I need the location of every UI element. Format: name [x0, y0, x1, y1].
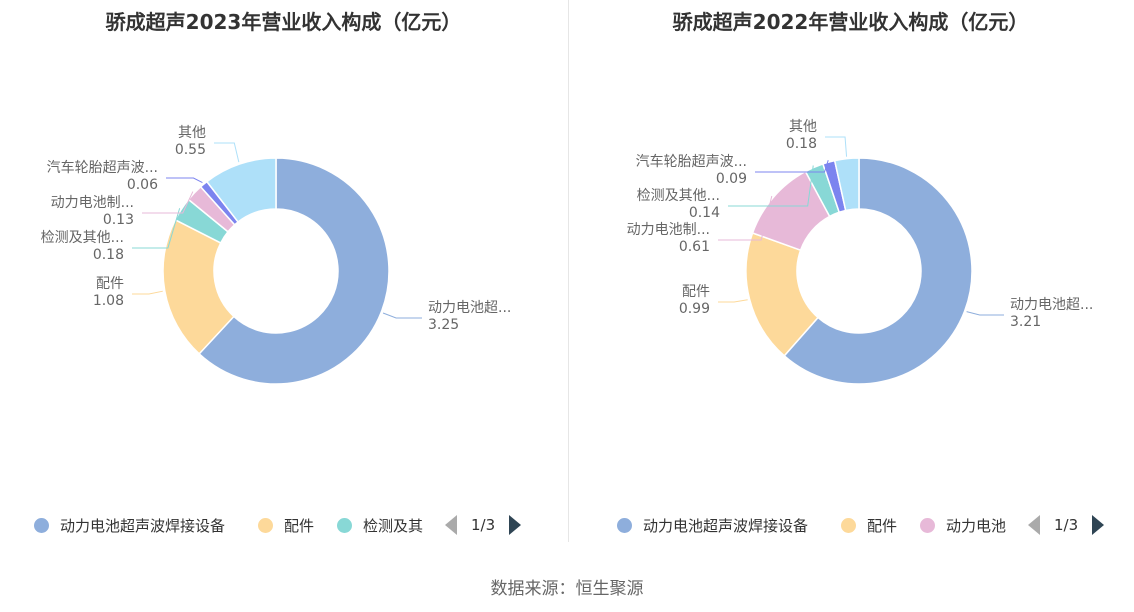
slice-value-label: 0.13	[103, 212, 134, 228]
slice-value-label: 0.09	[716, 171, 747, 187]
next-page-icon[interactable]	[509, 515, 522, 535]
legend-swatch	[337, 517, 352, 533]
slice-name-label: 动力电池制...	[627, 222, 710, 238]
pie-slice[interactable]	[783, 157, 973, 385]
label-leader-line	[132, 290, 163, 295]
legend-pager: 1/3	[1028, 512, 1105, 538]
donut-chart: 动力电池超...3.25配件1.08检测及其他...0.18动力电池制...0.…	[41, 125, 511, 385]
next-page-icon[interactable]	[1092, 515, 1105, 535]
slice-name-label: 动力电池制...	[51, 195, 134, 211]
pie-slice[interactable]	[833, 157, 860, 212]
label-leader-line	[214, 142, 240, 163]
label-leader-line	[728, 165, 814, 207]
legend-pager: 1/3	[445, 512, 522, 538]
slice-value-label: 3.21	[1010, 314, 1041, 330]
prev-page-icon[interactable]	[445, 515, 457, 535]
slice-name-label: 检测及其他...	[637, 188, 720, 204]
legend-swatch	[258, 517, 273, 533]
label-leader-line	[142, 191, 194, 214]
slice-value-label: 0.55	[175, 142, 206, 158]
chart-panel-2023: 骄成超声2023年营业收入构成（亿元） 动力电池超... 3.25 配件 1.08 检测…	[0, 0, 567, 555]
label-leader-line	[825, 136, 848, 157]
label-leader-line	[382, 312, 422, 319]
slice-value-label: 0.18	[786, 136, 817, 152]
slice-value-label: 0.99	[679, 301, 710, 317]
label-leader-line	[718, 195, 773, 241]
legend-item[interactable]: 动力电池超声波焊接设备	[617, 512, 808, 538]
legend-item[interactable]: 配件	[841, 512, 897, 538]
legend-label: 动力电池超声波焊接设备	[643, 516, 809, 535]
slice-value-label: 0.18	[93, 247, 124, 263]
legend-swatch	[841, 517, 856, 533]
legend-item[interactable]: 检测及其	[337, 512, 423, 538]
slice-value-label: 0.61	[679, 239, 710, 255]
legend-label: 配件	[284, 516, 315, 535]
slice-name-label: 其他	[178, 125, 206, 141]
legend-swatch	[34, 517, 49, 533]
pie-slice[interactable]	[198, 157, 390, 385]
slice-value-label: 0.14	[689, 205, 720, 221]
slice-name-label: 动力电池超...	[428, 300, 511, 316]
slice-value-label: 0.06	[127, 177, 158, 193]
slice-name-label: 配件	[682, 284, 710, 300]
donut-chart: 动力电池超...3.21配件0.99动力电池制...0.61检测及其他...0.…	[627, 119, 1093, 385]
label-leader-line	[132, 208, 181, 249]
data-source-note: 数据来源：恒生聚源	[490, 579, 644, 599]
legend-page-number: 1/3	[1054, 516, 1079, 534]
chart-title: 骄成超声2022年营业收入构成（亿元）	[672, 10, 1029, 34]
chart-panel-2022: 骄成超声2022年营业收入构成（亿元） 动力电池超... 3.21 配件 0.99 动力…	[567, 0, 1134, 555]
slice-name-label: 配件	[96, 276, 124, 292]
legend-swatch	[617, 517, 632, 533]
legend-item[interactable]: 动力电池超声波焊接设备	[34, 512, 225, 538]
panel-divider	[568, 0, 569, 542]
chart-title: 骄成超声2023年营业收入构成（亿元）	[105, 10, 462, 34]
slice-name-label: 其他	[789, 119, 817, 135]
label-leader-line	[166, 177, 203, 184]
legend-item[interactable]: 配件	[258, 512, 314, 538]
label-leader-line	[718, 299, 748, 303]
legend-page-number: 1/3	[471, 516, 496, 534]
label-leader-line	[966, 311, 1004, 316]
label-leader-line	[755, 160, 829, 173]
slice-name-label: 动力电池超...	[1010, 297, 1093, 313]
legend-label: 动力电池超声波焊接设备	[60, 516, 226, 535]
legend-item[interactable]: 动力电池	[920, 512, 1006, 538]
chart-legend: 动力电池超声波焊接设备 配件 检测及其 1/3	[0, 512, 567, 538]
prev-page-icon[interactable]	[1028, 515, 1040, 535]
slice-value-label: 1.08	[93, 293, 124, 309]
slice-name-label: 检测及其他...	[41, 230, 124, 246]
legend-label: 配件	[867, 516, 898, 535]
legend-swatch	[920, 517, 935, 533]
slice-value-label: 3.25	[428, 317, 459, 333]
chart-legend: 动力电池超声波焊接设备 配件 动力电池 1/3	[567, 512, 1134, 538]
legend-label: 动力电池	[946, 516, 1007, 535]
slice-name-label: 汽车轮胎超声波...	[636, 153, 747, 170]
legend-label: 检测及其	[363, 516, 424, 535]
slice-name-label: 汽车轮胎超声波...	[47, 159, 158, 176]
pie-slice[interactable]	[205, 157, 277, 224]
